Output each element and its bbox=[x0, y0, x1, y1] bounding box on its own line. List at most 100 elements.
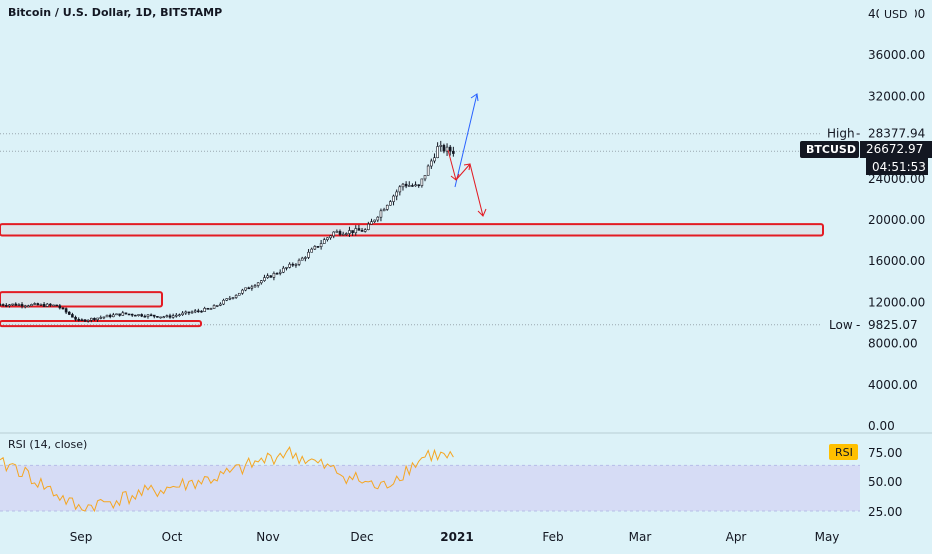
candle-body bbox=[14, 303, 18, 306]
candle-body bbox=[300, 257, 304, 261]
candle-body bbox=[348, 230, 351, 234]
candle-body bbox=[426, 165, 430, 176]
time-tick-label: 2021 bbox=[440, 530, 473, 544]
candle-body bbox=[430, 160, 433, 167]
candle-body bbox=[382, 209, 386, 212]
candle-body bbox=[80, 319, 84, 322]
candle-body bbox=[411, 185, 414, 187]
countdown-badge bbox=[866, 158, 928, 175]
candle-body bbox=[203, 308, 206, 312]
candle-body bbox=[156, 316, 159, 318]
candle-body bbox=[197, 310, 200, 313]
price-tick-label: 12000.00 bbox=[868, 295, 925, 309]
time-tick-label: Apr bbox=[726, 530, 747, 544]
candle-body bbox=[108, 314, 112, 318]
candle-body bbox=[58, 305, 62, 309]
candle-body bbox=[313, 246, 317, 250]
candle-body bbox=[247, 287, 251, 290]
rsi-line bbox=[0, 446, 454, 513]
candle-body bbox=[212, 305, 216, 309]
candle-body bbox=[407, 185, 411, 187]
candle-body bbox=[143, 315, 147, 318]
zone-2 bbox=[0, 291, 163, 308]
candle-body bbox=[363, 229, 367, 232]
candle-body bbox=[244, 287, 247, 291]
high-label-bg bbox=[822, 125, 932, 142]
candle-body bbox=[423, 175, 427, 180]
candle-body bbox=[329, 235, 332, 239]
candle-body bbox=[436, 146, 439, 159]
time-tick-label: Mar bbox=[629, 530, 652, 544]
rsi-tick-label: 50.00 bbox=[868, 475, 902, 489]
candle-body bbox=[272, 272, 276, 278]
candle-body bbox=[319, 243, 323, 247]
ticker-label: BTCUSD bbox=[806, 143, 856, 156]
candle-body bbox=[33, 303, 36, 305]
candle-body bbox=[159, 316, 162, 319]
candle-body bbox=[1, 304, 5, 306]
candle-body bbox=[124, 312, 128, 315]
candle-body bbox=[149, 314, 153, 317]
candle-body bbox=[90, 317, 93, 321]
candle-body bbox=[231, 297, 235, 299]
candle-body bbox=[17, 304, 21, 306]
candle-body bbox=[401, 183, 405, 188]
candle-body bbox=[0, 304, 2, 306]
candle-body bbox=[260, 280, 263, 284]
price-tick-label: 24000.00 bbox=[868, 172, 925, 186]
candle-body bbox=[417, 184, 421, 187]
candle-body bbox=[373, 219, 376, 222]
arrow-up-head bbox=[470, 93, 479, 102]
time-tick-label: May bbox=[815, 530, 840, 544]
candle-body bbox=[45, 303, 49, 307]
candle-body bbox=[322, 239, 326, 244]
projection-arrow-up bbox=[454, 93, 478, 188]
rsi-band bbox=[0, 465, 860, 511]
candle-body bbox=[71, 314, 74, 318]
candle-body bbox=[332, 231, 336, 237]
candle-body bbox=[178, 314, 181, 317]
time-tick-label: Dec bbox=[350, 530, 373, 544]
candle-body bbox=[404, 183, 408, 187]
candle-body bbox=[215, 305, 219, 307]
candle-body bbox=[335, 231, 339, 233]
candle-body bbox=[228, 297, 232, 300]
candle-body bbox=[291, 263, 295, 266]
candle-body bbox=[140, 314, 143, 317]
candle-body bbox=[360, 230, 364, 232]
candle-body bbox=[351, 230, 354, 234]
candle-body bbox=[105, 314, 109, 318]
price-tick-label: 36000.00 bbox=[868, 48, 925, 62]
candle-body bbox=[152, 314, 156, 317]
arrow-bounce-head bbox=[463, 163, 471, 171]
zone-3 bbox=[0, 319, 202, 328]
time-tick-label: Oct bbox=[162, 530, 183, 544]
candle-body bbox=[49, 303, 52, 306]
candle-body bbox=[237, 292, 241, 296]
candle-body bbox=[206, 308, 210, 310]
candle-body bbox=[357, 228, 361, 231]
price-tick-label: 4000.00 bbox=[868, 378, 918, 392]
candle-body bbox=[146, 314, 150, 317]
candle-body bbox=[52, 304, 55, 307]
candle-body bbox=[61, 307, 65, 310]
low-value: 9825.07 bbox=[868, 318, 918, 332]
high-label: High bbox=[827, 127, 855, 141]
candle-body bbox=[297, 259, 301, 265]
candle-body bbox=[165, 315, 169, 318]
rsi-badge-label: RSI bbox=[835, 446, 853, 459]
candle-body bbox=[137, 314, 140, 316]
candle-body bbox=[304, 257, 307, 259]
candle-body bbox=[4, 304, 8, 307]
candle-body bbox=[83, 319, 87, 322]
price-tick-label: 0.00 bbox=[868, 419, 895, 433]
candle-body bbox=[448, 146, 452, 152]
last-price-value: 26672.97 bbox=[866, 142, 923, 156]
candle-body bbox=[398, 186, 402, 193]
candle-body bbox=[102, 316, 106, 319]
candle-body bbox=[452, 150, 455, 154]
candle-body bbox=[175, 314, 178, 317]
candle-body bbox=[439, 145, 443, 147]
